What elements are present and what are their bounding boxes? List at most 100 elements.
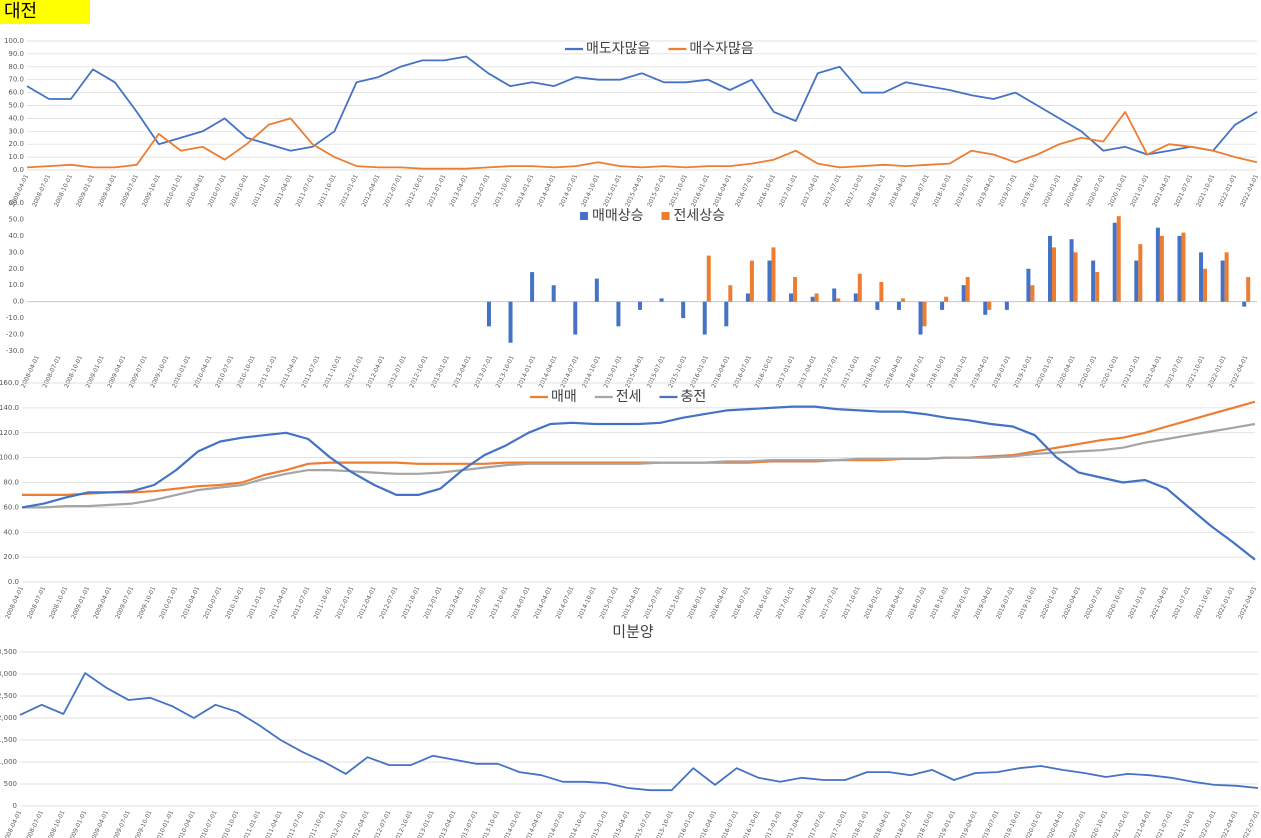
- y-tick-label: 20.0: [3, 553, 19, 561]
- x-tick-label: 2008-10-01: [48, 585, 69, 620]
- x-tick-label: 2018-07-01: [893, 809, 914, 838]
- x-tick-label: 2017-07-01: [822, 173, 843, 208]
- x-tick-label: 2014-04-01: [533, 585, 554, 620]
- y-tick-label: 500: [4, 780, 17, 788]
- x-tick-label: 2014-10-01: [567, 809, 588, 838]
- x-tick-label: 2012-07-01: [387, 354, 408, 389]
- x-tick-label: 2021-04-01: [1142, 354, 1163, 389]
- bar: [724, 301, 729, 327]
- x-tick-label: 2009-10-01: [149, 354, 170, 389]
- x-tick-label: 2018-10-01: [929, 585, 950, 620]
- x-tick-label: 2010-10-01: [219, 809, 240, 838]
- x-tick-label: 2016-04-01: [710, 354, 731, 389]
- x-tick-label: 2014-01-01: [502, 809, 523, 838]
- x-tick-label: 2017-04-01: [797, 585, 818, 620]
- x-tick-label: 2014-04-01: [536, 173, 557, 208]
- x-tick-label: 2012-01-01: [344, 354, 365, 389]
- bar: [814, 293, 819, 302]
- y-tick-label: -10.0: [6, 314, 24, 322]
- x-tick-label: 2020-07-01: [1077, 354, 1098, 389]
- x-tick-label: 2018-01-01: [849, 809, 870, 838]
- x-tick-label: 2010-01-01: [158, 585, 179, 620]
- bar: [1134, 260, 1139, 302]
- x-tick-label: 2016-10-01: [753, 585, 774, 620]
- x-tick-label: 2016-07-01: [734, 173, 755, 208]
- y-tick-label: 1,500: [0, 736, 17, 744]
- x-tick-label: 2019-10-01: [1019, 173, 1040, 208]
- bar: [1242, 301, 1247, 307]
- bar: [922, 301, 927, 327]
- bar: [1177, 235, 1182, 302]
- bar: [1155, 227, 1160, 302]
- x-tick-label: 2019-10-01: [1013, 354, 1034, 389]
- legend-label: 매수자많음: [689, 41, 754, 57]
- x-tick-label: 2013-10-01: [495, 354, 516, 389]
- x-tick-label: 2012-07-01: [371, 809, 392, 838]
- x-tick-label: 2017-07-01: [819, 585, 840, 620]
- bar: [879, 281, 884, 302]
- x-tick-label: 2020-04-01: [1045, 809, 1066, 838]
- bar: [706, 255, 711, 302]
- x-tick-label: 2017-10-01: [840, 354, 861, 389]
- legend-label: 매도자많음: [586, 41, 651, 57]
- x-tick-label: 2009-07-01: [111, 809, 132, 838]
- y-tick-label: 120.0: [0, 429, 19, 437]
- x-tick-label: 2021-01-01: [1129, 173, 1150, 208]
- y-tick-label: 80.0: [3, 479, 19, 487]
- x-tick-label: 2015-01-01: [589, 809, 610, 838]
- x-tick-label: 2018-04-01: [883, 354, 904, 389]
- legend-label: 충전: [681, 389, 707, 405]
- bar: [944, 296, 949, 302]
- x-tick-label: 2018-07-01: [905, 354, 926, 389]
- y-tick-label: 10.0: [8, 153, 24, 161]
- x-tick-label: 2010-07-01: [198, 809, 219, 838]
- bar: [681, 301, 686, 319]
- x-tick-label: 2013-04-01: [448, 173, 469, 208]
- x-tick-label: 2016-07-01: [731, 585, 752, 620]
- x-tick-label: 2015-01-01: [603, 354, 624, 389]
- y-tick-label: 2,000: [0, 714, 17, 722]
- bar: [659, 298, 664, 302]
- x-tick-label: 2012-10-01: [400, 585, 421, 620]
- x-tick-label: 2022-04-01: [1228, 354, 1249, 389]
- x-tick-label: 2015-01-01: [599, 585, 620, 620]
- y-tick-label: 40.0: [8, 114, 24, 122]
- chart-title: 미분양: [612, 623, 654, 641]
- bar: [1181, 232, 1186, 302]
- bar: [551, 285, 556, 302]
- x-tick-label: 2009-04-01: [89, 809, 110, 838]
- x-tick-label: 2016-01-01: [675, 809, 696, 838]
- y-tick-label: 40.0: [8, 232, 24, 240]
- bar: [702, 301, 707, 335]
- bar: [508, 301, 513, 343]
- bar: [1246, 277, 1251, 302]
- x-tick-label: 2020-10-01: [1099, 354, 1120, 389]
- bar: [1112, 222, 1117, 302]
- y-tick-label: 90.0: [8, 50, 24, 58]
- x-tick-label: 2012-01-01: [339, 173, 360, 208]
- x-tick-label: 2010-07-01: [214, 354, 235, 389]
- bar: [1095, 272, 1100, 302]
- x-tick-label: 2012-04-01: [350, 809, 371, 838]
- x-tick-label: 2019-01-01: [951, 585, 972, 620]
- y-tick-label: 80.0: [8, 63, 24, 71]
- x-tick-label: 2015-10-01: [667, 354, 688, 389]
- x-tick-label: 2022-01-01: [1215, 585, 1236, 620]
- x-tick-label: 2017-04-01: [784, 809, 805, 838]
- bar: [1116, 216, 1121, 302]
- x-tick-label: 2019-01-01: [948, 354, 969, 389]
- x-tick-label: 2014-04-01: [523, 809, 544, 838]
- y-tick-label: 10.0: [8, 281, 24, 289]
- x-tick-label: 2019-07-01: [997, 173, 1018, 208]
- x-tick-label: 2018-10-01: [932, 173, 953, 208]
- x-tick-label: 2009-10-01: [136, 585, 157, 620]
- x-tick-label: 2018-01-01: [861, 354, 882, 389]
- x-tick-label: 2018-01-01: [863, 585, 884, 620]
- bar: [810, 296, 815, 302]
- x-tick-label: 2016-01-01: [689, 354, 710, 389]
- x-tick-label: 2014-07-01: [545, 809, 566, 838]
- bar: [983, 301, 988, 315]
- x-tick-label: 2020-04-01: [1063, 173, 1084, 208]
- x-tick-label: 2014-07-01: [558, 173, 579, 208]
- x-tick-label: 2008-07-01: [41, 354, 62, 389]
